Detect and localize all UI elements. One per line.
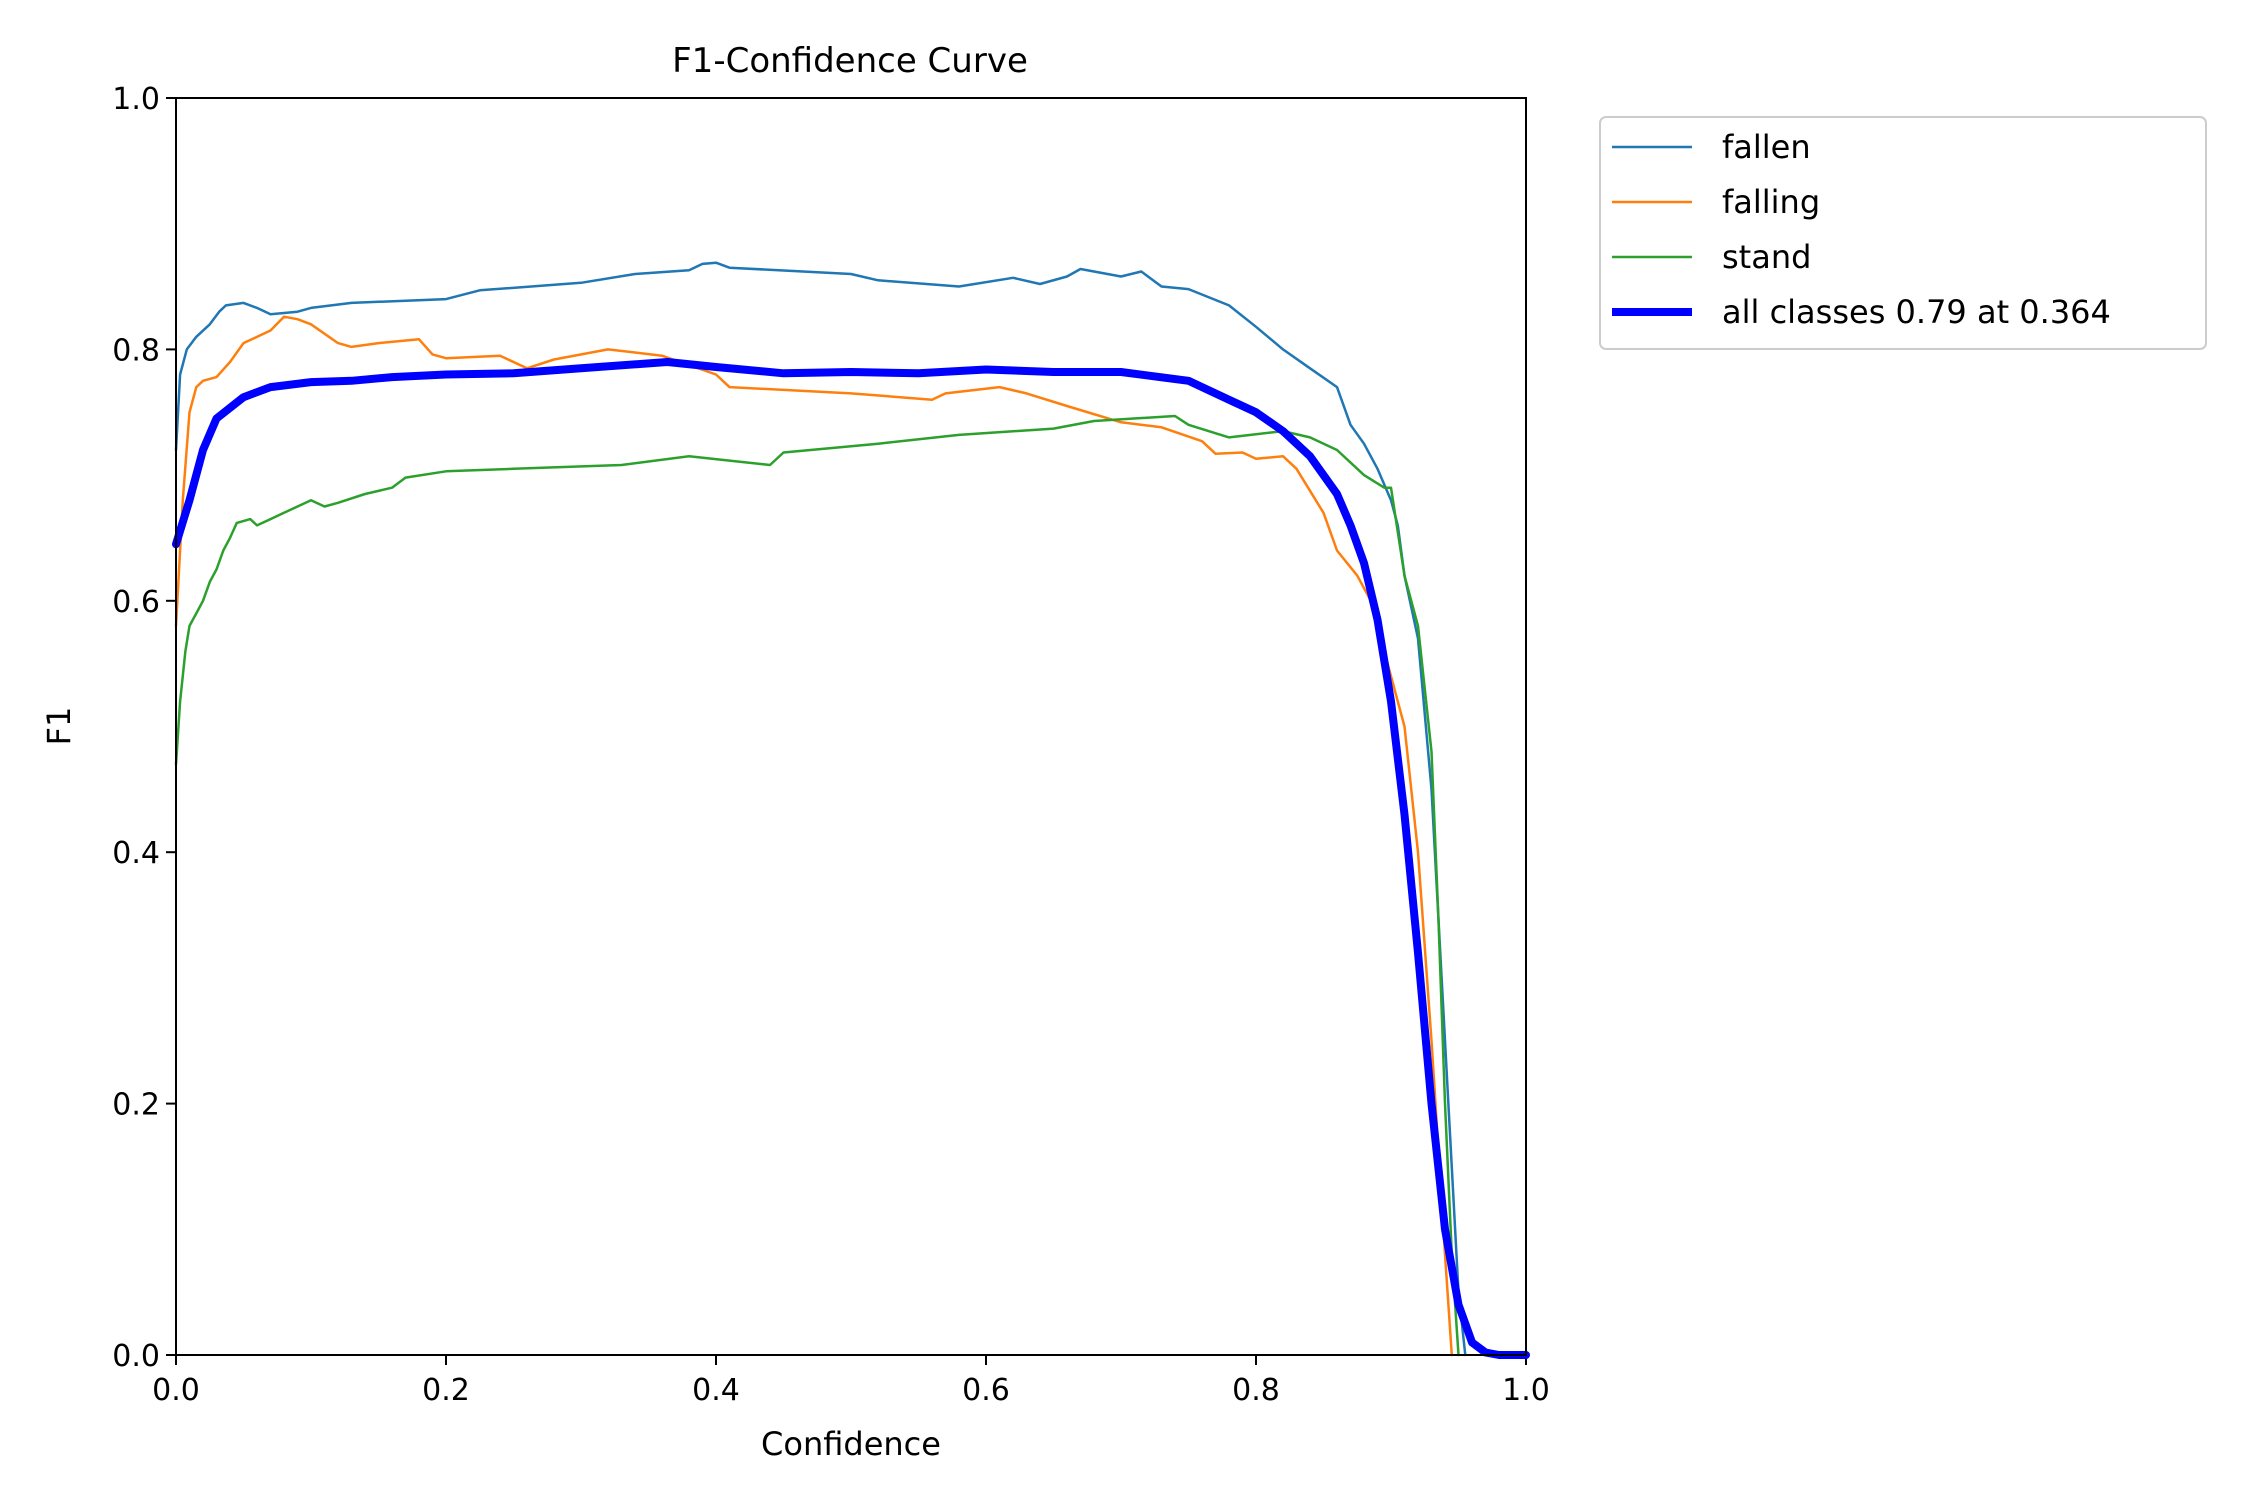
- y-tick-label: 0.4: [112, 836, 160, 871]
- x-tick-label: 0.4: [692, 1373, 740, 1408]
- legend-label-falling: falling: [1722, 183, 1820, 221]
- y-tick-label: 0.0: [112, 1339, 160, 1374]
- y-tick-label: 0.8: [112, 333, 160, 368]
- legend-box: [1599, 116, 2207, 350]
- x-axis-ticks: 0.0 0.2 0.4 0.6 0.8 1.0: [152, 1355, 1550, 1408]
- legend-label-all: all classes 0.79 at 0.364: [1722, 293, 2111, 331]
- series-line-stand: [174, 414, 1460, 1357]
- chart-title: F1-Confidence Curve: [672, 41, 1028, 81]
- legend-label-fallen: fallen: [1722, 128, 1811, 166]
- y-axis-ticks: 0.0 0.2 0.4 0.6 0.8 1.0: [112, 82, 176, 1374]
- y-tick-label: 1.0: [112, 82, 160, 117]
- series-line-falling: [174, 315, 1454, 1357]
- legend: fallen falling stand all classes 0.79 at 0.…: [1599, 116, 2207, 350]
- x-axis-label: Confidence: [761, 1425, 941, 1463]
- x-tick-label: 0.8: [1232, 1373, 1280, 1408]
- series-lines: [172, 261, 1530, 1359]
- y-tick-label: 0.2: [112, 1088, 160, 1123]
- x-tick-label: 0.0: [152, 1373, 200, 1408]
- series-line-fallen: [174, 261, 1467, 1357]
- y-axis-label: F1: [40, 707, 78, 746]
- x-tick-label: 0.2: [422, 1373, 470, 1408]
- plot-area-frame: [175, 97, 1527, 1356]
- x-tick-label: 0.6: [962, 1373, 1010, 1408]
- y-tick-label: 0.6: [112, 585, 160, 620]
- legend-label-stand: stand: [1722, 238, 1811, 276]
- series-line-all: [172, 358, 1530, 1359]
- x-tick-label: 1.0: [1502, 1373, 1550, 1408]
